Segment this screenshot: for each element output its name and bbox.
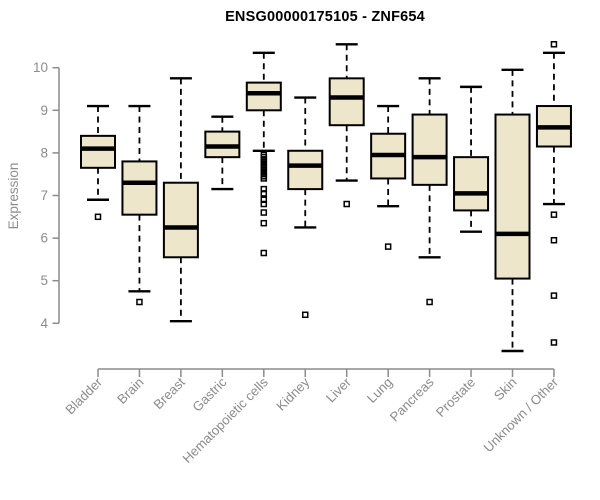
x-category-label: Breast bbox=[150, 374, 188, 412]
outlier-unknown-other bbox=[550, 339, 558, 346]
outlier-hematopoietic-cells bbox=[260, 219, 268, 227]
outlier-liver bbox=[343, 200, 350, 208]
outlier-unknown-other bbox=[550, 236, 558, 244]
x-category-label: Brain bbox=[114, 375, 146, 407]
x-category-label: Gastric bbox=[189, 374, 229, 414]
outlier-hematopoietic-cells bbox=[260, 209, 268, 216]
outlier-unknown-other bbox=[550, 41, 558, 48]
outlier-unknown-other bbox=[550, 211, 558, 218]
y-tick-label: 4 bbox=[40, 316, 48, 331]
y-tick-label: 7 bbox=[40, 188, 48, 203]
x-category-label: Lung bbox=[364, 375, 395, 406]
x-category-label: Bladder bbox=[62, 374, 105, 417]
outlier-hematopoietic-cells bbox=[260, 200, 268, 208]
outlier-bladder bbox=[94, 213, 102, 221]
box-breast bbox=[162, 181, 199, 259]
x-category-label: Skin bbox=[491, 375, 520, 404]
box-brain bbox=[121, 160, 158, 216]
y-tick-label: 6 bbox=[40, 231, 48, 246]
y-tick-label: 9 bbox=[40, 103, 48, 118]
y-tick-label: 10 bbox=[33, 60, 48, 75]
outlier-hematopoietic-cells bbox=[260, 190, 268, 197]
outlier-lung bbox=[384, 243, 392, 250]
box-hematopoietic-cells bbox=[245, 81, 282, 112]
outlier-unknown-other bbox=[550, 292, 558, 299]
x-category-label: Liver bbox=[323, 374, 354, 405]
box-pancreas bbox=[411, 113, 448, 186]
chart-title: ENSG00000175105 - ZNF654 bbox=[225, 9, 425, 25]
box-skin bbox=[494, 113, 531, 280]
box-liver bbox=[328, 77, 365, 127]
y-tick-label: 8 bbox=[40, 145, 48, 160]
outlier-hematopoietic-cells bbox=[260, 249, 268, 257]
x-category-label: Pancreas bbox=[387, 374, 437, 424]
outlier-pancreas bbox=[426, 298, 433, 306]
outlier-kidney bbox=[302, 311, 309, 319]
box-kidney bbox=[287, 149, 324, 191]
y-tick-label: 5 bbox=[40, 273, 48, 288]
box-prostate bbox=[453, 156, 490, 212]
x-category-label: Unknown / Other bbox=[480, 374, 561, 455]
outlier-brain bbox=[136, 298, 143, 306]
box-bladder bbox=[80, 134, 116, 169]
outlier-hematopoietic-cells bbox=[260, 175, 268, 182]
x-category-label: Kidney bbox=[273, 374, 312, 413]
x-category-label: Prostate bbox=[433, 375, 478, 420]
